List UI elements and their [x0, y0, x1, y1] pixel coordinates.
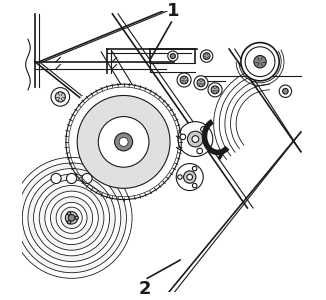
Circle shape — [184, 171, 196, 183]
Circle shape — [170, 54, 175, 58]
Circle shape — [178, 175, 182, 179]
Circle shape — [192, 136, 199, 142]
Circle shape — [51, 197, 93, 239]
Circle shape — [28, 174, 115, 261]
Circle shape — [192, 183, 197, 188]
Circle shape — [77, 95, 170, 188]
Circle shape — [180, 134, 186, 140]
Polygon shape — [22, 11, 304, 292]
Circle shape — [200, 50, 213, 62]
Circle shape — [98, 117, 149, 167]
Text: 2: 2 — [139, 280, 151, 298]
Circle shape — [211, 86, 219, 94]
Circle shape — [82, 173, 92, 184]
Circle shape — [22, 169, 121, 267]
Circle shape — [203, 53, 210, 59]
Circle shape — [208, 83, 222, 97]
Text: 1: 1 — [167, 2, 179, 20]
Circle shape — [178, 122, 213, 157]
Circle shape — [176, 164, 203, 190]
Circle shape — [241, 43, 279, 81]
Circle shape — [67, 220, 71, 224]
Circle shape — [119, 137, 128, 146]
Circle shape — [168, 51, 178, 61]
Circle shape — [254, 56, 266, 68]
Circle shape — [66, 212, 78, 224]
Circle shape — [34, 180, 110, 256]
Circle shape — [245, 47, 275, 76]
Circle shape — [61, 207, 82, 229]
Circle shape — [187, 174, 193, 180]
Circle shape — [192, 166, 197, 171]
Circle shape — [51, 173, 61, 184]
Circle shape — [39, 185, 104, 250]
Circle shape — [45, 191, 98, 244]
Circle shape — [279, 85, 291, 98]
Circle shape — [75, 216, 78, 220]
Circle shape — [68, 214, 75, 221]
Circle shape — [63, 81, 185, 203]
Circle shape — [17, 163, 126, 273]
Circle shape — [11, 158, 132, 278]
Circle shape — [177, 73, 191, 87]
Circle shape — [283, 88, 288, 94]
Circle shape — [55, 92, 66, 102]
Circle shape — [56, 202, 87, 233]
Circle shape — [187, 131, 203, 147]
Circle shape — [67, 212, 71, 215]
Circle shape — [197, 79, 205, 87]
Circle shape — [197, 148, 202, 154]
Circle shape — [194, 76, 208, 90]
Circle shape — [67, 173, 77, 184]
Circle shape — [51, 88, 69, 106]
Circle shape — [180, 76, 188, 84]
Circle shape — [115, 133, 133, 151]
Circle shape — [201, 127, 206, 132]
